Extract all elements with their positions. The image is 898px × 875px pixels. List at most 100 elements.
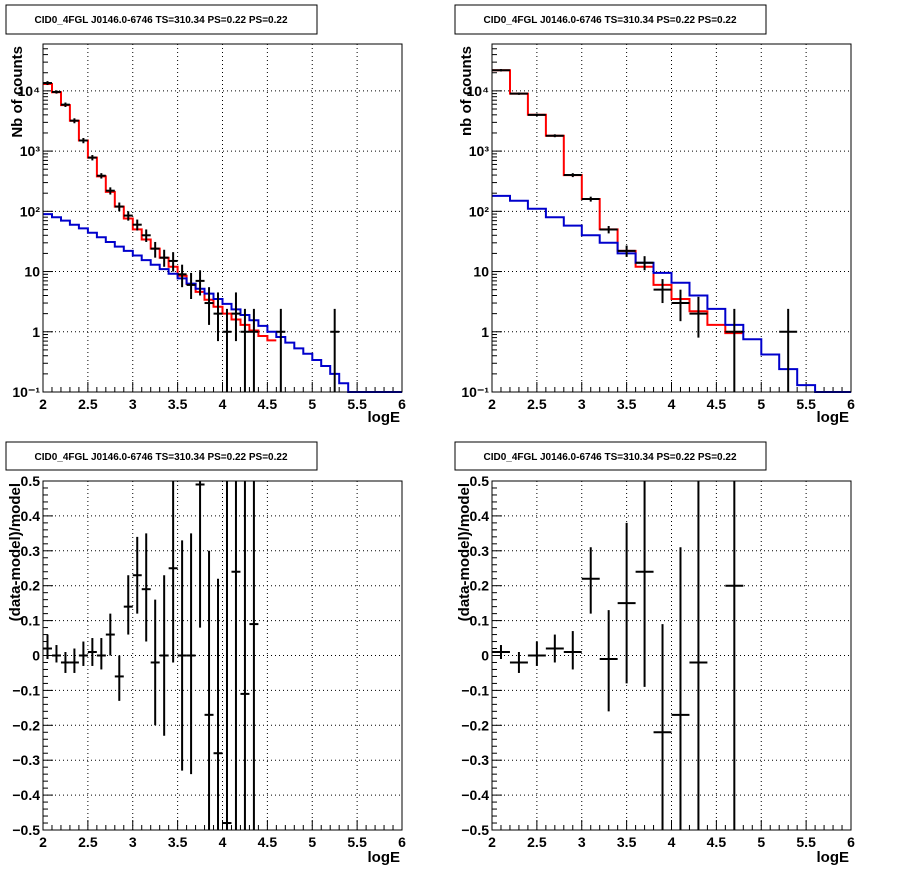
y-tick-label: −0.4 bbox=[461, 787, 489, 803]
title-box bbox=[5, 441, 318, 471]
data-point bbox=[150, 599, 160, 726]
data-point bbox=[105, 187, 115, 195]
data-point bbox=[186, 272, 196, 300]
x-tick-label: 6 bbox=[847, 396, 855, 412]
data-point bbox=[222, 308, 232, 392]
data-point bbox=[60, 102, 70, 107]
x-tick-label: 4.5 bbox=[258, 396, 278, 412]
data-point bbox=[527, 113, 546, 117]
x-tick-label: 4 bbox=[219, 396, 227, 412]
y-tick-label: 0.5 bbox=[21, 473, 41, 489]
data-point bbox=[141, 229, 151, 242]
data-point bbox=[159, 249, 169, 267]
data-point bbox=[213, 578, 223, 830]
panel-2: CID0_4FGL J0146.0-6746 TS=310.34 PS=0.22… bbox=[5, 441, 406, 866]
plot-frame bbox=[42, 480, 403, 831]
data-point bbox=[276, 308, 286, 392]
chart-title: CID0_4FGL J0146.0-6746 TS=310.34 PS=0.22… bbox=[483, 15, 736, 26]
y-tick-label: 10⁻¹ bbox=[461, 384, 489, 400]
data-point bbox=[563, 173, 582, 178]
data-point bbox=[671, 289, 690, 322]
x-tick-label: 5.5 bbox=[347, 834, 367, 850]
plot-frame bbox=[42, 43, 403, 393]
chart-title: CID0_4FGL J0146.0-6746 TS=310.34 PS=0.22… bbox=[34, 15, 287, 26]
x-tick-label: 2.5 bbox=[527, 396, 547, 412]
y-tick-label: −0.2 bbox=[461, 717, 489, 733]
x-tick-label: 3 bbox=[578, 834, 586, 850]
data-point bbox=[132, 219, 142, 231]
x-tick-label: 3 bbox=[578, 396, 586, 412]
data-point bbox=[114, 655, 124, 701]
data-point bbox=[689, 481, 708, 830]
y-tick-label: −0.4 bbox=[12, 787, 40, 803]
x-tick-label: 5 bbox=[757, 396, 765, 412]
data-point bbox=[69, 118, 79, 124]
data-point bbox=[87, 638, 97, 666]
x-tick-label: 6 bbox=[847, 834, 855, 850]
data-point bbox=[78, 641, 88, 666]
data-point bbox=[231, 292, 241, 342]
x-tick-label: 6 bbox=[398, 396, 406, 412]
data-point bbox=[222, 481, 232, 830]
data-point bbox=[249, 481, 259, 830]
y-tick-label: −0.2 bbox=[12, 717, 40, 733]
data-point bbox=[114, 202, 124, 212]
y-tick-label: 0.2 bbox=[470, 578, 490, 594]
title-box bbox=[454, 441, 767, 471]
data-point bbox=[545, 134, 564, 138]
x-tick-label: 2 bbox=[39, 396, 47, 412]
data-point bbox=[725, 481, 744, 830]
x-tick-label: 3 bbox=[129, 396, 137, 412]
data-point bbox=[509, 652, 528, 673]
x-tick-label: 4.5 bbox=[707, 396, 727, 412]
data-point bbox=[617, 522, 636, 684]
x-tick-label: 4 bbox=[668, 834, 676, 850]
y-tick-label: −0.5 bbox=[461, 822, 489, 838]
plot-frame bbox=[491, 480, 852, 831]
plot-area: 2 2.5 3 3.5 4 4.5 5 5.5 6 10⁻¹ 1 10 10² 10³ 10⁴ bbox=[461, 43, 855, 412]
data-point bbox=[545, 634, 564, 663]
x-tick-label: 6 bbox=[398, 834, 406, 850]
plot-frame bbox=[491, 43, 852, 393]
y-tick-label: 10² bbox=[20, 203, 41, 219]
data-point bbox=[69, 648, 79, 673]
data-point bbox=[51, 90, 61, 94]
data-point bbox=[617, 245, 636, 257]
plot-area: 2 2.5 3 3.5 4 4.5 5 5.5 6 −0.5 −0.4 −0.3 −0.2 −0.1 0 0.… bbox=[461, 473, 855, 850]
data-point bbox=[527, 641, 546, 666]
data-point bbox=[240, 308, 250, 392]
data-point bbox=[168, 481, 178, 663]
y-tick-label: 10⁴ bbox=[467, 83, 490, 99]
y-tick-label: 10⁻¹ bbox=[12, 384, 40, 400]
data-point bbox=[249, 308, 259, 392]
data-point bbox=[599, 226, 618, 234]
y-tick-label: 0 bbox=[32, 648, 40, 664]
model-series-line bbox=[492, 69, 744, 335]
x-tick-label: 4.5 bbox=[258, 834, 278, 850]
y-tick-label: 0.4 bbox=[470, 508, 490, 524]
y-tick-label: 0.5 bbox=[470, 473, 490, 489]
x-tick-label: 5.5 bbox=[347, 396, 367, 412]
model-series-line bbox=[492, 194, 851, 393]
y-tick-label: 1 bbox=[32, 324, 40, 340]
data-point bbox=[635, 256, 654, 271]
y-tick-label: 0.1 bbox=[21, 613, 41, 629]
model-series-line bbox=[43, 213, 402, 393]
data-point bbox=[689, 296, 708, 338]
y-tick-label: 10² bbox=[469, 203, 490, 219]
data-point bbox=[43, 81, 52, 86]
chart-title: CID0_4FGL J0146.0-6746 TS=310.34 PS=0.22… bbox=[483, 452, 736, 463]
title-box bbox=[5, 4, 318, 35]
model-series-line bbox=[43, 83, 277, 342]
data-point bbox=[51, 645, 61, 663]
y-axis-title: Nb of counts bbox=[9, 46, 26, 138]
y-tick-label: 1 bbox=[481, 324, 489, 340]
data-point bbox=[581, 547, 600, 614]
y-tick-label: −0.1 bbox=[12, 682, 40, 698]
data-point bbox=[60, 652, 70, 673]
data-point bbox=[204, 550, 214, 830]
x-tick-label: 4 bbox=[668, 396, 676, 412]
y-tick-label: 10 bbox=[473, 264, 489, 280]
panel-3: CID0_4FGL J0146.0-6746 TS=310.34 PS=0.22… bbox=[454, 441, 855, 866]
